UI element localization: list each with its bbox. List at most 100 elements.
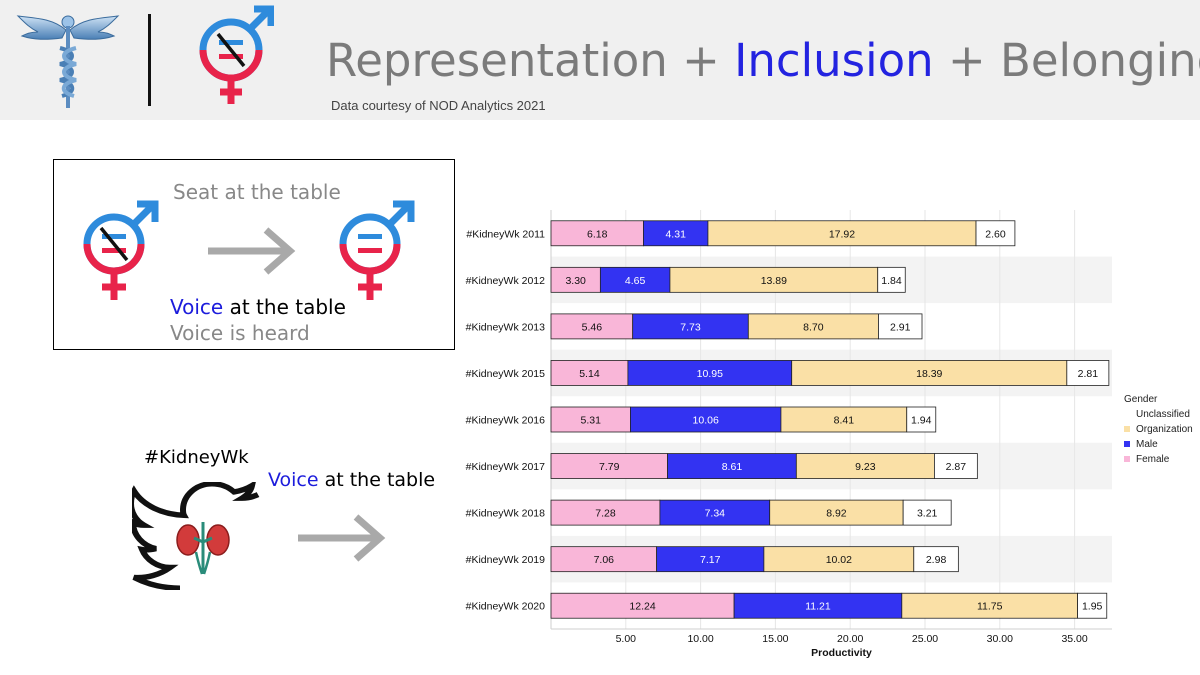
legend-label-unclassified: Unclassified xyxy=(1136,409,1190,420)
data-label-unclassified: 2.60 xyxy=(985,228,1006,240)
category-label: #KidneyWk 2012 xyxy=(466,275,546,287)
bar-segment-female xyxy=(550,546,658,573)
legend-item-male: Male xyxy=(1124,437,1193,452)
bar-segment-unclassified xyxy=(902,499,952,526)
bar-segment-female xyxy=(550,406,631,433)
page-title: Representation + Inclusion + Belonging xyxy=(326,26,1200,96)
data-label-female: 3.30 xyxy=(565,275,586,287)
category-label: #KidneyWk 2019 xyxy=(466,554,546,566)
data-label-male: 4.31 xyxy=(665,228,686,240)
gender-unequal-icon xyxy=(83,200,159,300)
data-label-unclassified: 2.87 xyxy=(946,461,967,473)
twitter-voice-at-table: Voice at the table xyxy=(268,469,435,491)
bar-segment-male xyxy=(599,266,671,293)
legend-label-female: Female xyxy=(1136,454,1170,465)
bar-segment-organization xyxy=(747,313,879,340)
legend-swatch-male xyxy=(1124,441,1130,448)
data-label-organization: 17.92 xyxy=(829,228,855,240)
category-label: #KidneyWk 2018 xyxy=(466,508,546,520)
data-label-organization: 8.70 xyxy=(803,321,824,333)
data-label-organization: 8.92 xyxy=(826,508,847,520)
legend-item-unclassified: Unclassified xyxy=(1124,407,1193,422)
seat-title: Seat at the table xyxy=(173,180,341,204)
data-label-female: 5.14 xyxy=(579,368,600,380)
bar-segment-female xyxy=(550,266,601,293)
legend-item-organization: Organization xyxy=(1124,422,1193,437)
legend-label-organization: Organization xyxy=(1136,424,1193,435)
data-label-organization: 13.89 xyxy=(761,275,787,287)
data-label-female: 5.31 xyxy=(581,415,602,427)
bar-segment-female xyxy=(550,313,634,340)
data-label-female: 7.06 xyxy=(594,554,615,566)
data-label-organization: 18.39 xyxy=(916,368,942,380)
category-label: #KidneyWk 2017 xyxy=(466,461,546,473)
category-label: #KidneyWk 2013 xyxy=(466,321,546,333)
bar-segment-female xyxy=(550,453,668,479)
tw-voice-word: Voice xyxy=(268,469,319,491)
data-label-unclassified: 2.98 xyxy=(926,554,947,566)
bar-segment-male xyxy=(632,313,749,340)
category-label: #KidneyWk 2011 xyxy=(466,228,545,240)
title-part1: Representation + xyxy=(326,34,735,87)
data-label-male: 10.95 xyxy=(697,368,723,380)
data-label-female: 12.24 xyxy=(629,601,655,613)
x-tick-label: 30.00 xyxy=(987,633,1013,645)
legend-title: Gender xyxy=(1124,394,1158,405)
category-label: #KidneyWk 2015 xyxy=(466,368,546,380)
legend-swatch-unclassified xyxy=(1124,411,1130,418)
bar-segment-organization xyxy=(763,546,915,573)
bar-segment-male xyxy=(630,406,782,433)
data-label-organization: 8.41 xyxy=(834,415,855,427)
gender-equal-icon xyxy=(339,200,415,300)
voice-at-table: Voice at the table xyxy=(170,295,346,319)
voice-rest: at the table xyxy=(223,295,346,319)
arrow-right-icon xyxy=(208,227,296,275)
chart-legend: Gender Unclassified Organization Male Fe… xyxy=(1124,394,1193,467)
bar-segment-organization xyxy=(769,499,904,526)
x-tick-label: 25.00 xyxy=(912,633,938,645)
bar-segment-female xyxy=(550,220,644,247)
title-part2: + Belonging xyxy=(933,34,1200,87)
data-label-unclassified: 1.84 xyxy=(881,275,902,287)
x-tick-label: 20.00 xyxy=(837,633,863,645)
bar-segment-unclassified xyxy=(877,266,906,293)
caduceus-icon xyxy=(16,15,120,108)
bar-segment-male xyxy=(627,360,793,386)
hashtag-label: #KidneyWk xyxy=(144,447,249,468)
data-label-organization: 10.02 xyxy=(826,554,852,566)
kidney-icon xyxy=(176,522,230,575)
legend-swatch-organization xyxy=(1124,426,1130,433)
bar-segment-organization xyxy=(795,453,935,479)
data-label-male: 4.65 xyxy=(625,275,646,287)
data-label-female: 5.46 xyxy=(582,321,603,333)
data-label-unclassified: 2.91 xyxy=(890,321,911,333)
legend-swatch-female xyxy=(1124,456,1130,463)
twitter-bird-kidney-icon xyxy=(132,482,260,590)
x-tick-label: 5.00 xyxy=(616,633,637,645)
bar-segment-unclassified xyxy=(934,453,978,479)
arrow-right-icon xyxy=(298,514,386,562)
category-label: #KidneyWk 2020 xyxy=(466,601,546,613)
productivity-chart: #KidneyWk 2011 6.18 4.31 17.92 2.60 #KidneyWk… xyxy=(460,205,1200,665)
data-label-male: 7.17 xyxy=(700,554,721,566)
gender-unequal-icon xyxy=(199,5,274,104)
x-tick-label: 35.00 xyxy=(1061,633,1087,645)
bar-segment-organization xyxy=(791,360,1068,386)
bar-segment-unclassified xyxy=(975,220,1016,247)
data-label-unclassified: 1.95 xyxy=(1082,601,1103,613)
bar-segment-unclassified xyxy=(1077,592,1108,619)
data-label-unclassified: 2.81 xyxy=(1078,368,1099,380)
bar-segment-male xyxy=(643,220,709,247)
header-divider xyxy=(148,14,151,106)
data-label-male: 7.73 xyxy=(680,321,701,333)
data-label-female: 7.79 xyxy=(599,461,620,473)
bar-segment-organization xyxy=(780,406,908,433)
data-label-organization: 11.75 xyxy=(977,601,1003,613)
bar-segment-male xyxy=(667,453,797,479)
data-label-male: 7.34 xyxy=(705,508,726,520)
data-label-unclassified: 3.21 xyxy=(917,508,938,520)
seat-panel xyxy=(53,159,455,350)
bar-segment-unclassified xyxy=(906,406,937,433)
voice-is-heard: Voice is heard xyxy=(170,321,310,345)
title-accent: Inclusion xyxy=(734,34,934,87)
